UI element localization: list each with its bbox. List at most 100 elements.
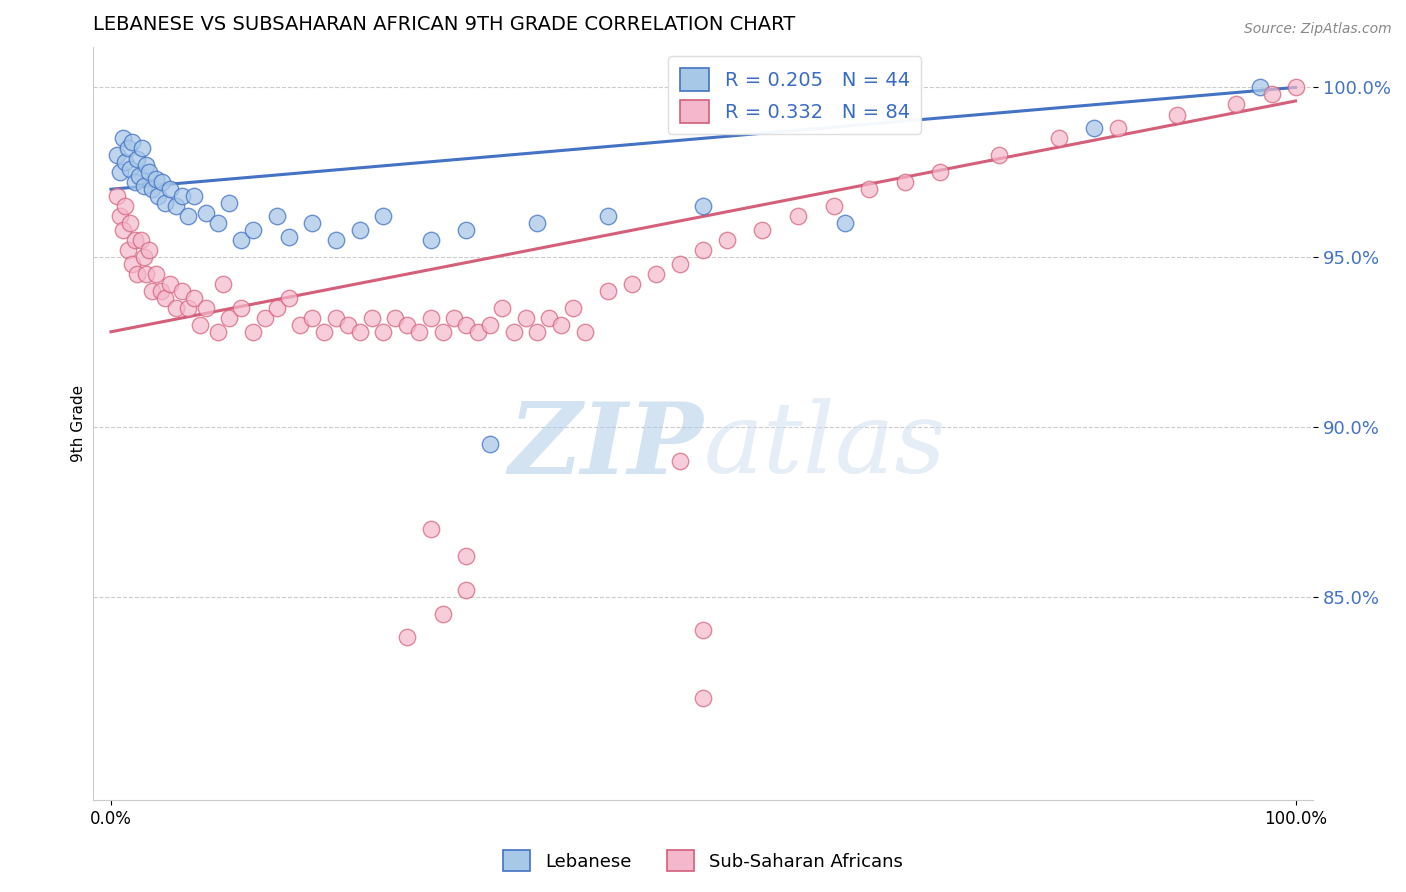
Point — [242, 325, 264, 339]
Point — [598, 284, 620, 298]
Point — [360, 311, 382, 326]
Point — [231, 301, 253, 315]
Point — [432, 607, 454, 621]
Text: ZIP: ZIP — [508, 398, 703, 494]
Point — [1261, 87, 1284, 102]
Point — [349, 223, 371, 237]
Point — [419, 233, 441, 247]
Point — [121, 135, 143, 149]
Point — [177, 210, 200, 224]
Point — [751, 223, 773, 237]
Point — [159, 277, 181, 292]
Point — [135, 159, 157, 173]
Point — [134, 178, 156, 193]
Point — [561, 301, 583, 315]
Point — [105, 189, 128, 203]
Point — [456, 549, 478, 563]
Point — [145, 267, 167, 281]
Point — [456, 318, 478, 332]
Point — [716, 233, 738, 247]
Point — [373, 210, 395, 224]
Point — [242, 223, 264, 237]
Point — [479, 437, 502, 451]
Point — [111, 131, 134, 145]
Point — [129, 233, 152, 247]
Point — [1047, 131, 1070, 145]
Point — [668, 454, 690, 468]
Point — [177, 301, 200, 315]
Point — [574, 325, 596, 339]
Point — [1225, 97, 1247, 112]
Point — [456, 223, 478, 237]
Point — [183, 189, 205, 203]
Y-axis label: 9th Grade: 9th Grade — [72, 384, 86, 462]
Point — [692, 624, 714, 638]
Point — [491, 301, 513, 315]
Text: LEBANESE VS SUBSAHARAN AFRICAN 9TH GRADE CORRELATION CHART: LEBANESE VS SUBSAHARAN AFRICAN 9TH GRADE… — [93, 15, 796, 34]
Point — [349, 325, 371, 339]
Point — [165, 301, 187, 315]
Point — [149, 284, 172, 298]
Point — [121, 257, 143, 271]
Point — [194, 206, 217, 220]
Point — [692, 691, 714, 706]
Point — [131, 141, 153, 155]
Point — [325, 311, 347, 326]
Point — [170, 189, 193, 203]
Point — [432, 325, 454, 339]
Point — [526, 216, 548, 230]
Point — [598, 210, 620, 224]
Point — [138, 165, 160, 179]
Point — [145, 172, 167, 186]
Point — [110, 210, 132, 224]
Point — [207, 325, 229, 339]
Point — [212, 277, 235, 292]
Point — [135, 267, 157, 281]
Point — [858, 182, 880, 196]
Point — [105, 148, 128, 162]
Point — [419, 522, 441, 536]
Point — [266, 210, 288, 224]
Point — [1083, 121, 1105, 136]
Point — [396, 630, 419, 644]
Point — [114, 199, 136, 213]
Point — [155, 195, 177, 210]
Point — [823, 199, 845, 213]
Point — [165, 199, 187, 213]
Point — [277, 291, 299, 305]
Point — [183, 291, 205, 305]
Point — [111, 223, 134, 237]
Point — [159, 182, 181, 196]
Point — [526, 325, 548, 339]
Point — [314, 325, 336, 339]
Point — [141, 182, 163, 196]
Point — [253, 311, 276, 326]
Point — [1166, 107, 1188, 121]
Legend: Lebanese, Sub-Saharan Africans: Lebanese, Sub-Saharan Africans — [496, 843, 910, 879]
Point — [231, 233, 253, 247]
Point — [502, 325, 524, 339]
Point — [467, 325, 489, 339]
Point — [479, 318, 502, 332]
Point — [419, 311, 441, 326]
Point — [114, 155, 136, 169]
Point — [787, 210, 810, 224]
Point — [128, 169, 150, 183]
Point — [117, 141, 139, 155]
Point — [692, 199, 714, 213]
Point — [118, 216, 141, 230]
Point — [988, 148, 1011, 162]
Point — [118, 161, 141, 176]
Point — [1284, 80, 1306, 95]
Point — [550, 318, 572, 332]
Point — [141, 284, 163, 298]
Point — [301, 311, 323, 326]
Point — [443, 311, 465, 326]
Point — [117, 244, 139, 258]
Point — [125, 152, 148, 166]
Point — [110, 165, 132, 179]
Text: atlas: atlas — [703, 399, 946, 493]
Point — [515, 311, 537, 326]
Point — [893, 176, 915, 190]
Point — [124, 233, 146, 247]
